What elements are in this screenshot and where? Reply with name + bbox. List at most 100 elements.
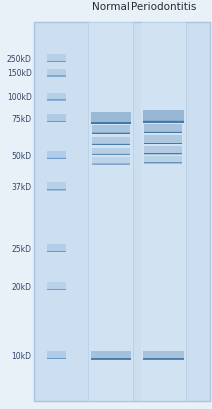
Bar [145, 144, 183, 145]
Bar [92, 144, 130, 145]
Bar [47, 76, 66, 77]
Bar [47, 158, 66, 159]
Bar [144, 122, 184, 124]
Bar [92, 134, 130, 135]
Bar [92, 164, 130, 165]
Bar [144, 359, 184, 360]
Bar [145, 144, 183, 145]
Bar [145, 133, 183, 134]
Bar [92, 144, 130, 145]
Bar [47, 93, 66, 101]
Bar [144, 121, 184, 122]
Bar [91, 359, 131, 360]
Bar [145, 163, 183, 164]
Bar [47, 358, 66, 359]
Bar [144, 121, 184, 123]
Bar [47, 359, 66, 360]
Bar [92, 133, 130, 135]
Bar [47, 252, 66, 253]
Bar [91, 351, 131, 360]
Bar [145, 157, 183, 164]
Bar [47, 76, 66, 77]
Bar [91, 124, 131, 125]
Text: 20kD: 20kD [12, 282, 32, 291]
Bar [47, 159, 66, 160]
Bar [47, 122, 66, 123]
Bar [47, 290, 66, 291]
Bar [47, 76, 66, 77]
Bar [91, 359, 131, 360]
Bar [47, 190, 66, 191]
Bar [47, 152, 66, 160]
Bar [144, 358, 184, 359]
Bar [144, 359, 184, 360]
Bar [47, 122, 66, 123]
Text: 100kD: 100kD [7, 93, 32, 102]
Bar [92, 145, 130, 146]
Bar [47, 62, 66, 63]
Bar [92, 133, 130, 134]
Bar [47, 122, 66, 123]
Bar [91, 359, 131, 360]
Bar [47, 100, 66, 101]
Bar [92, 164, 130, 165]
Bar [47, 100, 66, 101]
Text: 25kD: 25kD [12, 244, 32, 253]
Bar [91, 359, 131, 360]
Bar [47, 159, 66, 160]
Bar [145, 154, 183, 155]
Bar [47, 183, 66, 191]
Bar [47, 190, 66, 191]
Bar [47, 76, 66, 77]
Bar [91, 123, 131, 124]
Bar [47, 245, 66, 253]
Bar [91, 358, 131, 359]
Bar [47, 190, 66, 191]
Bar [144, 359, 184, 360]
Bar [47, 358, 66, 359]
Bar [145, 163, 183, 164]
Bar [47, 358, 66, 359]
Bar [47, 189, 66, 190]
Bar [145, 154, 183, 155]
Bar [92, 164, 130, 165]
Bar [144, 359, 184, 360]
Bar [47, 77, 66, 78]
Text: 37kD: 37kD [11, 182, 32, 191]
Bar [92, 126, 130, 135]
Bar [145, 132, 183, 133]
Bar [145, 124, 183, 134]
Bar [92, 144, 130, 145]
Bar [145, 144, 183, 145]
Bar [92, 154, 130, 155]
Bar [47, 251, 66, 252]
Bar [47, 289, 66, 290]
Bar [145, 133, 183, 134]
Bar [47, 76, 66, 77]
Bar [144, 359, 184, 360]
Bar [144, 122, 184, 123]
Bar [92, 164, 130, 165]
Bar [92, 133, 130, 134]
Bar [145, 154, 183, 155]
Bar [144, 358, 184, 359]
Bar [47, 190, 66, 191]
Bar [144, 122, 184, 124]
Bar [91, 124, 131, 125]
Bar [144, 358, 184, 360]
Bar [92, 154, 130, 155]
Bar [145, 153, 183, 154]
Bar [92, 133, 130, 134]
Bar [145, 143, 183, 144]
Bar [47, 115, 66, 123]
Bar [92, 145, 130, 146]
Bar [47, 159, 66, 160]
Bar [92, 158, 130, 165]
Bar [92, 154, 130, 155]
Bar [47, 158, 66, 159]
Bar [47, 122, 66, 123]
Bar [47, 55, 66, 63]
Bar [47, 358, 66, 359]
Bar [47, 62, 66, 63]
Bar [92, 134, 130, 135]
